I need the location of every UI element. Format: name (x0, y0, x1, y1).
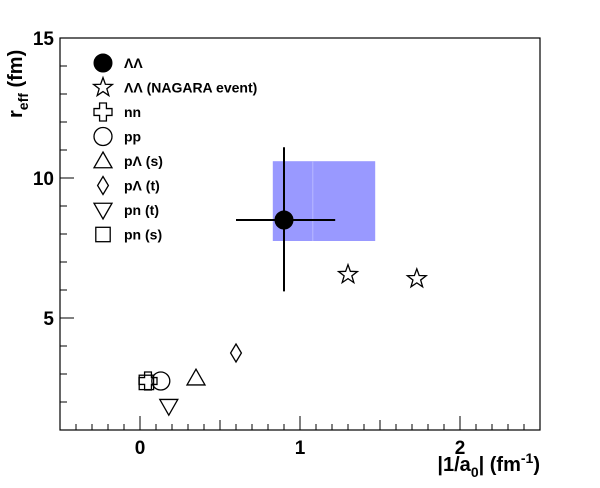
y-axis-title-sub: eff (15, 93, 31, 110)
y-axis-title-main: r (5, 110, 27, 118)
x-axis-title-sub: 0 (471, 464, 479, 480)
x-axis-title-main: |1/a (437, 454, 471, 476)
legend-label: pΛ (t) (124, 178, 160, 194)
y-axis-title: reff (fm) (5, 50, 31, 118)
data-point (336, 262, 360, 285)
legend-label: pn (s) (124, 227, 162, 243)
data-point (229, 342, 243, 364)
x-axis-title-rest: | (fm (479, 454, 521, 476)
data-point (274, 210, 294, 230)
legend-marker (92, 150, 114, 169)
x-axis-title-end: ) (533, 454, 540, 476)
legend-label: pΛ (s) (124, 153, 163, 169)
x-axis-title-sup: -1 (521, 450, 534, 466)
y-axis-title-rest: (fm) (5, 50, 27, 93)
x-tick-label: 0 (135, 438, 146, 459)
legend-label: pp (124, 129, 141, 145)
legend-label: ΛΛ (NAGARA event) (124, 80, 257, 96)
legend-marker (96, 175, 110, 196)
legend-marker (93, 126, 113, 147)
legend-marker (93, 53, 113, 73)
legend-label: nn (124, 104, 141, 120)
legend-label: pn (t) (124, 202, 159, 218)
legend-marker (92, 202, 114, 221)
band-layer (272, 161, 376, 241)
y-tick-label: 5 (43, 309, 54, 330)
x-axis-title: |1/a0| (fm-1) (437, 450, 540, 480)
data-point (151, 371, 171, 391)
legend-marker (91, 75, 115, 98)
data-point (405, 266, 429, 289)
y-tick-label: 15 (33, 29, 55, 50)
uncertainty-band (272, 161, 376, 241)
legend-marker (95, 226, 111, 243)
data-point (138, 374, 155, 391)
x-tick-label: 2 (455, 438, 466, 459)
x-tick-label: 1 (295, 438, 306, 459)
marks-layer (138, 147, 429, 417)
legend-marker (93, 102, 113, 122)
y-tick-label: 10 (33, 169, 54, 190)
data-point (158, 398, 179, 417)
legend: ΛΛ ΛΛ (NAGARA event) nn pp pΛ (s) pΛ (t) pn (t… (91, 53, 257, 243)
legend-label: ΛΛ (124, 55, 143, 71)
data-point (185, 367, 207, 386)
axes-layer: 0 1 2 5 10 15 (33, 29, 541, 459)
